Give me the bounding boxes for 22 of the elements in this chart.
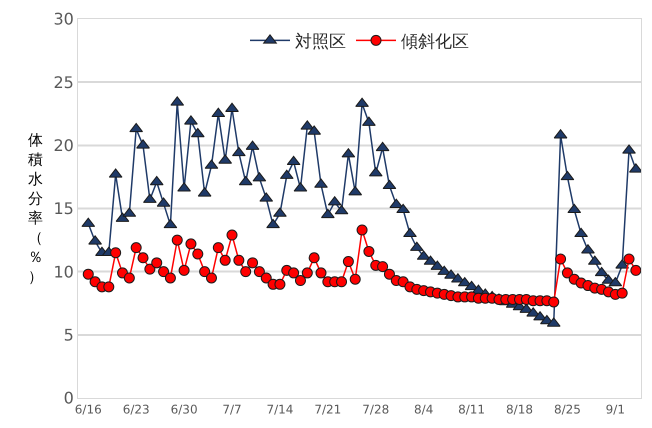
x-tick-label: 7/28 <box>362 402 390 416</box>
x-tick-label: 8/11 <box>458 402 486 416</box>
x-tick-label: 8/18 <box>506 402 533 416</box>
x-tick-label: 6/30 <box>170 402 198 416</box>
x-tick-label: 9/1 <box>606 402 625 416</box>
y-tick-label: 10 <box>53 262 74 282</box>
y-axis-title: 体積水分率（％） <box>28 131 43 286</box>
x-tick-label: 6/16 <box>74 402 102 416</box>
x-tick-label: 6/23 <box>122 402 150 416</box>
y-tick-label: 20 <box>53 136 74 155</box>
x-tick-label: 8/25 <box>554 402 581 416</box>
y-tick-label: 5 <box>64 325 74 344</box>
legend-label: 対照区 <box>295 32 346 52</box>
x-tick-label: 8/4 <box>414 402 434 416</box>
x-tick-label: 7/14 <box>266 402 294 416</box>
y-tick-label: 25 <box>53 72 74 92</box>
legend-label: 傾斜化区 <box>401 32 469 52</box>
y-tick-label: 30 <box>53 10 74 29</box>
x-tick-label: 7/21 <box>314 402 342 416</box>
y-tick-label: 0 <box>64 388 74 408</box>
x-tick-label: 7/7 <box>222 402 242 416</box>
y-tick-label: 15 <box>53 199 74 218</box>
